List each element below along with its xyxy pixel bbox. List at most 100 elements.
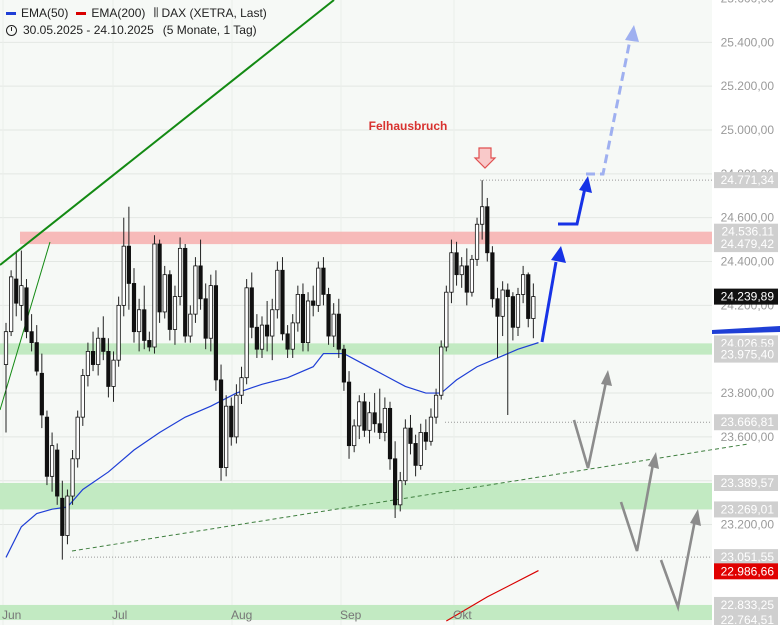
- legend-ema50[interactable]: EMA(50): [6, 5, 68, 22]
- candle: [19, 250, 24, 321]
- candle: [474, 217, 480, 266]
- legend-period-note: (5 Monate, 1 Tag): [162, 23, 257, 37]
- price-label-bg: [714, 414, 778, 431]
- candle: [305, 292, 311, 352]
- price-label-bg: [714, 475, 778, 492]
- projection-grey-arrowhead: [601, 370, 612, 386]
- candle: [244, 279, 249, 385]
- y-tick-label: 23.800,00: [721, 386, 775, 400]
- x-axis: Jun Jul Aug Sep Okt: [2, 608, 472, 622]
- candle-body: [270, 309, 275, 337]
- candle-body: [495, 298, 500, 317]
- candle-body: [433, 394, 439, 418]
- candle: [495, 287, 500, 358]
- candle-body: [198, 265, 203, 300]
- legend-ema200[interactable]: EMA(200): [76, 5, 145, 22]
- candle: [521, 265, 526, 304]
- candle-body: [60, 497, 65, 536]
- price-label-bg: [714, 223, 778, 240]
- legend-period: 30.05.2025 - 24.10.2025: [23, 23, 154, 37]
- candle: [249, 272, 254, 339]
- candle: [382, 397, 387, 442]
- candle-body: [505, 289, 510, 297]
- candle: [316, 261, 321, 312]
- candle-body: [24, 287, 29, 333]
- candle-body: [413, 443, 418, 466]
- candle-body: [14, 278, 19, 304]
- candle: [367, 401, 372, 444]
- candle-body: [55, 449, 60, 497]
- candle: [70, 450, 75, 505]
- felhausbruch-annotation: Felhausbruch: [369, 119, 448, 133]
- candle: [449, 239, 454, 304]
- y-tick-label: 23.200,00: [721, 518, 775, 532]
- candle-body: [70, 458, 75, 497]
- candle-body: [80, 375, 85, 418]
- candle: [265, 300, 270, 352]
- candle-body: [85, 350, 91, 376]
- candle-body: [265, 324, 270, 337]
- price-label: 24.771,34: [721, 173, 775, 187]
- candle-body: [172, 296, 178, 330]
- candle-body: [121, 245, 126, 306]
- candle: [515, 287, 521, 337]
- projection-blue-up-2: [558, 187, 587, 226]
- candle-body: [259, 324, 265, 350]
- candle-body: [49, 445, 55, 477]
- candle-body: [101, 337, 106, 352]
- candle-body: [157, 243, 162, 313]
- price-label: 23.051,55: [721, 550, 775, 564]
- candle: [505, 283, 510, 415]
- candle: [39, 353, 44, 429]
- y-tick-label: 25.400,00: [721, 35, 775, 49]
- candle: [413, 434, 418, 477]
- candle: [203, 283, 208, 350]
- legend-instrument[interactable]: ⫼ DAX (XETRA, Last): [153, 5, 266, 22]
- price-label: 24.536,11: [722, 225, 775, 239]
- candle: [341, 344, 347, 391]
- candle: [213, 270, 219, 391]
- candle-body: [208, 285, 213, 339]
- projection-blue-up-1: [540, 261, 558, 343]
- candle-body: [203, 298, 208, 339]
- candle: [44, 410, 50, 486]
- candle: [90, 331, 96, 372]
- candle: [372, 393, 377, 433]
- candle-body: [408, 427, 413, 444]
- candle: [142, 285, 147, 350]
- price-label: 22.833,25: [721, 598, 775, 612]
- legend-ema200-label: EMA(200): [91, 6, 146, 20]
- candle-body: [183, 247, 188, 337]
- candle-body: [464, 265, 469, 293]
- price-label: 24.239,89: [721, 290, 775, 304]
- price-label: 22.986,66: [721, 564, 775, 578]
- y-axis: 23.200,0023.400,0023.600,0023.800,0024.0…: [712, 0, 780, 625]
- candle: [3, 322, 9, 433]
- candle: [131, 268, 137, 343]
- price-label-bg: [714, 288, 778, 305]
- candle-body: [510, 296, 515, 328]
- candle-body: [106, 350, 111, 387]
- candle: [96, 327, 101, 376]
- candle: [290, 314, 295, 358]
- candle: [428, 408, 434, 446]
- candle-body: [490, 252, 495, 300]
- candle: [60, 480, 65, 560]
- candle: [485, 197, 490, 262]
- candle: [531, 283, 536, 339]
- candle-body: [65, 495, 70, 536]
- candle: [259, 316, 265, 358]
- candle: [454, 241, 459, 286]
- candle-body: [346, 381, 352, 447]
- candle-body: [311, 300, 316, 306]
- candle-body: [500, 289, 505, 317]
- candle-body: [526, 274, 531, 319]
- candle-body: [239, 377, 244, 396]
- candle-body: [111, 359, 116, 387]
- candle-body: [515, 293, 521, 328]
- candle: [393, 441, 398, 518]
- price-label-bg: [714, 563, 778, 580]
- candle: [239, 366, 244, 404]
- candle: [500, 281, 505, 337]
- y-tick-label: 25.200,00: [721, 79, 775, 93]
